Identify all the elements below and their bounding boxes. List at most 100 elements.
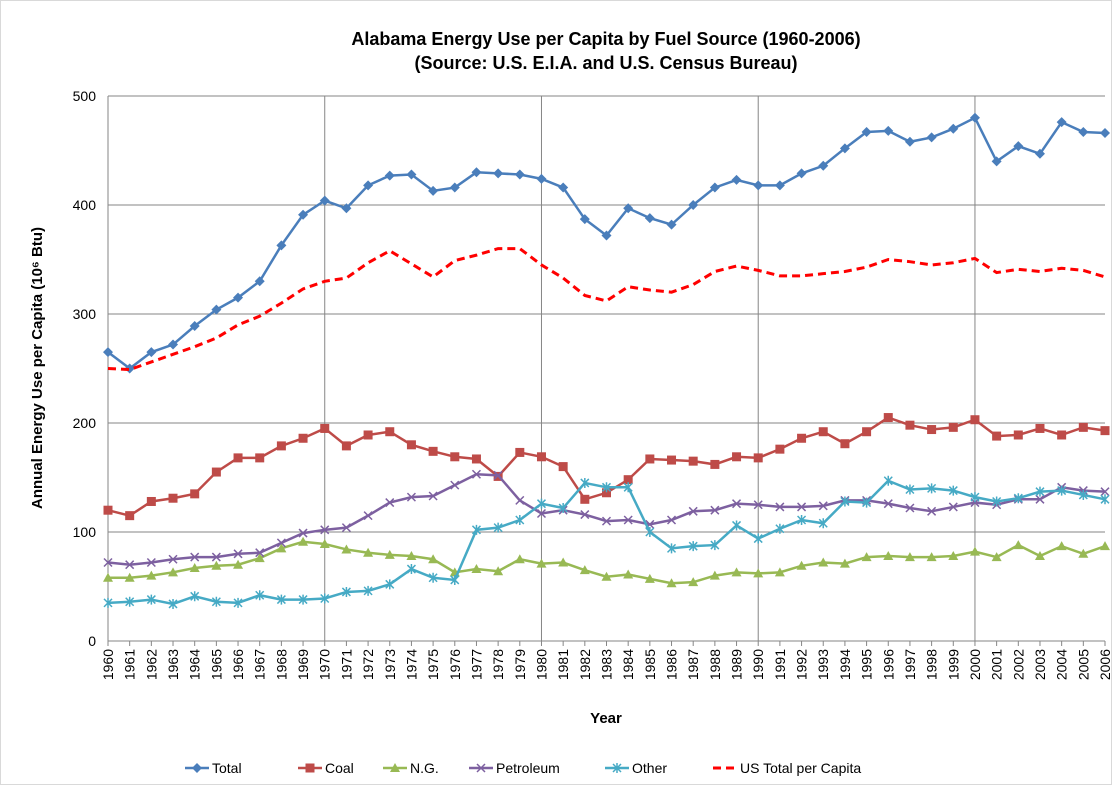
marker [731, 567, 742, 577]
marker [797, 515, 807, 526]
marker [818, 501, 828, 511]
marker [233, 549, 243, 559]
marker [515, 447, 525, 457]
marker [840, 439, 850, 449]
marker [580, 510, 590, 520]
x-tick-label: 1996 [880, 649, 896, 680]
x-tick-label: 1970 [317, 649, 333, 680]
marker [558, 462, 568, 472]
marker [428, 572, 438, 583]
marker [1035, 423, 1045, 433]
series-markers [103, 475, 1110, 609]
marker [667, 455, 677, 465]
marker [905, 484, 915, 495]
marker [255, 590, 265, 601]
marker [146, 347, 157, 358]
x-tick-label: 1980 [533, 649, 549, 680]
legend-label: US Total per Capita [740, 760, 861, 776]
marker [298, 594, 308, 605]
marker [753, 568, 764, 578]
marker [211, 467, 221, 477]
marker [710, 540, 720, 551]
marker [320, 423, 330, 433]
marker [168, 493, 178, 503]
marker [840, 496, 850, 507]
chart-title: Alabama Energy Use per Capita by Fuel So… [351, 29, 860, 49]
marker [298, 536, 309, 546]
x-tick-label: 1985 [642, 649, 658, 680]
marker [1100, 494, 1110, 505]
marker [514, 554, 525, 564]
marker [1078, 126, 1089, 137]
marker [862, 427, 872, 437]
marker [428, 185, 439, 196]
x-tick-label: 1966 [230, 649, 246, 680]
marker [385, 427, 395, 437]
x-tick-label: 1981 [555, 649, 571, 680]
x-tick-label: 1989 [729, 649, 745, 680]
marker [320, 593, 330, 604]
marker [862, 497, 872, 508]
marker [904, 552, 915, 562]
marker [493, 566, 504, 576]
marker [146, 557, 156, 568]
marker [536, 558, 547, 568]
marker [146, 570, 157, 580]
marker [774, 567, 785, 577]
x-tick-label: 1998 [924, 649, 940, 680]
marker [319, 195, 330, 206]
marker [601, 516, 612, 526]
x-tick-label: 1982 [577, 649, 593, 680]
series-markers [103, 469, 1110, 570]
x-tick-label: 1991 [772, 649, 788, 680]
marker [384, 549, 395, 559]
marker [190, 591, 200, 602]
x-tick-label: 1994 [837, 649, 853, 680]
marker [1078, 548, 1089, 558]
marker [927, 425, 937, 435]
marker [580, 477, 590, 488]
marker [536, 508, 547, 519]
marker [1034, 550, 1045, 560]
x-tick-label: 1974 [403, 649, 419, 680]
series-markers [103, 112, 1110, 374]
legend-item: Petroleum [469, 760, 560, 776]
x-tick-label: 1997 [902, 649, 918, 680]
marker [1100, 426, 1110, 436]
marker [450, 574, 460, 585]
marker [168, 554, 178, 564]
marker [623, 203, 634, 214]
x-tick-label: 1975 [425, 649, 441, 680]
marker [601, 230, 612, 241]
marker [211, 552, 221, 562]
x-tick-label: 1960 [100, 649, 116, 680]
marker [709, 570, 720, 580]
marker [796, 560, 807, 570]
x-tick-label: 1971 [338, 649, 354, 680]
marker [476, 763, 486, 773]
marker [298, 433, 308, 443]
marker [818, 160, 829, 171]
marker [471, 524, 481, 535]
x-tick-label: 2006 [1097, 649, 1112, 680]
marker [515, 495, 525, 505]
marker [276, 543, 287, 553]
x-tick-label: 1990 [750, 649, 766, 680]
x-axis-label: Year [590, 710, 622, 727]
marker [125, 560, 135, 570]
marker [601, 482, 612, 493]
x-tick-label: 1965 [208, 649, 224, 680]
marker [254, 553, 265, 563]
marker [796, 168, 807, 179]
marker [558, 503, 568, 514]
marker [1057, 430, 1067, 440]
marker [276, 538, 286, 548]
legend-label: Total [212, 760, 242, 776]
x-tick-label: 1967 [252, 649, 268, 680]
x-tick-label: 2001 [989, 649, 1005, 680]
x-tick-label: 1964 [187, 649, 203, 680]
marker [688, 541, 698, 552]
marker [341, 544, 352, 554]
marker [103, 557, 113, 568]
